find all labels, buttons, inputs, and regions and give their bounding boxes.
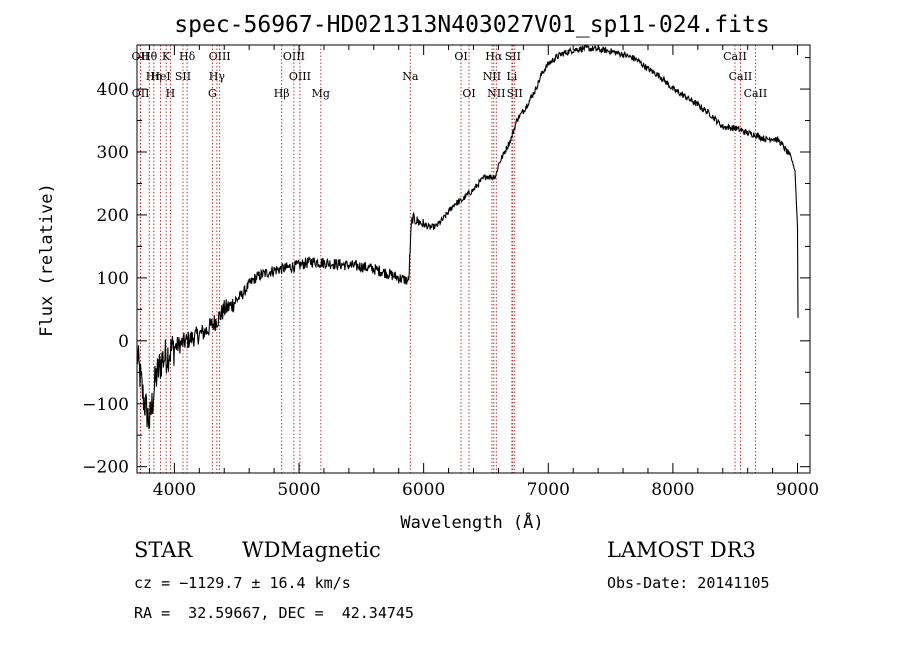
line-marker-label: Hα xyxy=(485,50,503,63)
line-marker-label: HeI xyxy=(150,70,170,83)
line-marker-label: Hβ xyxy=(274,87,290,100)
x-tick-label: 5000 xyxy=(277,480,320,500)
line-marker-label: CaII xyxy=(729,70,753,83)
line-marker-label: G xyxy=(208,87,217,100)
line-marker-label: Mg xyxy=(312,87,330,100)
line-marker-label: OII xyxy=(132,87,150,100)
y-tick-label: 400 xyxy=(97,80,129,100)
y-tick-label: 200 xyxy=(97,206,129,226)
line-marker-label: K xyxy=(162,50,171,63)
line-marker-label: OI xyxy=(454,50,467,63)
line-marker-label: CaII xyxy=(723,50,747,63)
chart-title: spec-56967-HD021313N403027V01_sp11-024.f… xyxy=(174,12,769,38)
line-marker-label: OIII xyxy=(209,50,231,63)
obs-date: Obs-Date: 20141105 xyxy=(607,574,770,592)
y-tick-label: 0 xyxy=(118,332,129,352)
line-marker-label: Li xyxy=(506,70,517,83)
y-tick-label: −200 xyxy=(82,458,129,478)
x-tick-label: 8000 xyxy=(651,480,694,500)
spectrum-line xyxy=(136,44,799,430)
line-marker-label: NII xyxy=(483,70,501,83)
object-class: STAR xyxy=(134,538,193,562)
x-tick-label: 6000 xyxy=(402,480,445,500)
y-tick-label: −100 xyxy=(82,395,129,415)
x-tick-label: 9000 xyxy=(776,480,819,500)
coordinates: RA = 32.59667, DEC = 42.34745 xyxy=(134,604,414,622)
line-marker-label: Hγ xyxy=(209,70,226,83)
line-marker-label: SII xyxy=(175,70,191,83)
object-subclass: WDMagnetic xyxy=(242,538,381,562)
line-marker-label: Hδ xyxy=(179,50,196,63)
y-tick-label: 300 xyxy=(97,143,129,163)
line-marker-label: Na xyxy=(402,70,419,83)
line-marker-label: SII xyxy=(505,50,521,63)
plot-frame xyxy=(136,44,811,474)
redshift-value: cz = −1129.7 ± 16.4 km/s xyxy=(134,574,351,592)
x-axis-label: Wavelength (Å) xyxy=(400,511,543,533)
line-marker-label: OI xyxy=(462,87,475,100)
y-tick-label: 100 xyxy=(97,269,129,289)
y-axis: −200 −100 0 100 200 300 400 xyxy=(82,57,810,478)
line-marker-label: SII xyxy=(507,87,523,100)
line-marker-label: OIII xyxy=(283,50,305,63)
y-axis-label: Flux (relative) xyxy=(37,183,57,337)
line-marker-label: CaII xyxy=(744,87,768,100)
line-marker-label: H xyxy=(166,87,176,100)
line-marker-label: OIII xyxy=(289,70,311,83)
line-marker-label: Hη xyxy=(146,70,162,83)
x-tick-label: 4000 xyxy=(153,480,196,500)
spectrum-chart: spec-56967-HD021313N403027V01_sp11-024.f… xyxy=(37,12,819,533)
x-axis: 4000 5000 6000 7000 8000 9000 xyxy=(148,45,819,500)
x-tick-label: 7000 xyxy=(527,480,570,500)
line-marker-label: NII xyxy=(487,87,505,100)
line-marker-label: Hθ xyxy=(141,50,158,63)
survey-name: LAMOST DR3 xyxy=(607,538,756,562)
